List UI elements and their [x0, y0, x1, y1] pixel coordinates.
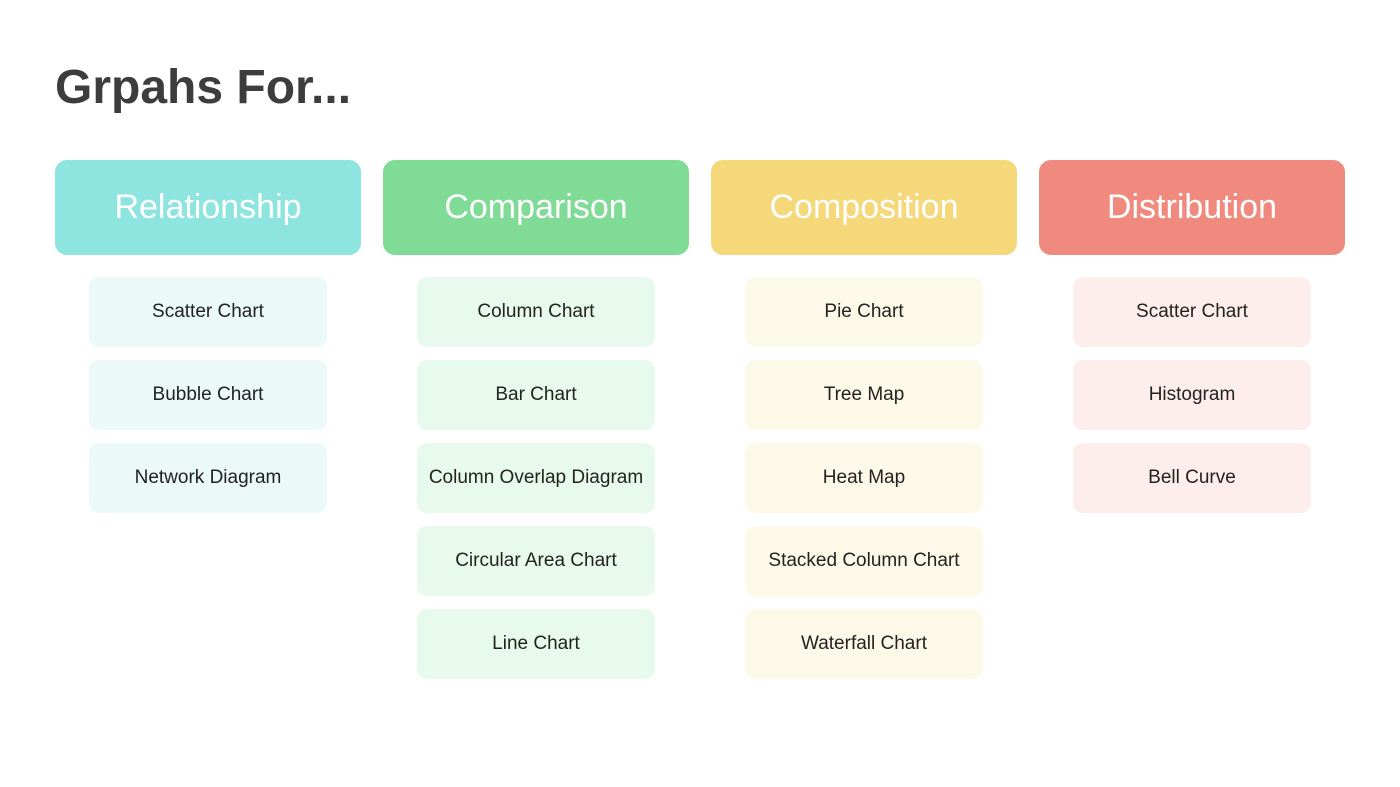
list-item: Column Chart — [417, 277, 656, 347]
list-item: Scatter Chart — [89, 277, 328, 347]
category-header-comparison: Comparison — [383, 160, 689, 255]
list-item: Scatter Chart — [1073, 277, 1312, 347]
list-item: Column Overlap Diagram — [417, 443, 656, 513]
category-header-composition: Composition — [711, 160, 1017, 255]
category-header-distribution: Distribution — [1039, 160, 1345, 255]
column-distribution: Distribution Scatter Chart Histogram Bel… — [1039, 160, 1345, 679]
items-list-relationship: Scatter Chart Bubble Chart Network Diagr… — [89, 277, 328, 513]
items-list-composition: Pie Chart Tree Map Heat Map Stacked Colu… — [745, 277, 984, 679]
list-item: Bell Curve — [1073, 443, 1312, 513]
list-item: Bubble Chart — [89, 360, 328, 430]
list-item: Pie Chart — [745, 277, 984, 347]
list-item: Stacked Column Chart — [745, 526, 984, 596]
list-item: Bar Chart — [417, 360, 656, 430]
page-title: Grpahs For... — [55, 60, 1345, 115]
list-item: Circular Area Chart — [417, 526, 656, 596]
list-item: Heat Map — [745, 443, 984, 513]
column-composition: Composition Pie Chart Tree Map Heat Map … — [711, 160, 1017, 679]
list-item: Network Diagram — [89, 443, 328, 513]
column-relationship: Relationship Scatter Chart Bubble Chart … — [55, 160, 361, 679]
column-comparison: Comparison Column Chart Bar Chart Column… — [383, 160, 689, 679]
categories-container: Relationship Scatter Chart Bubble Chart … — [55, 160, 1345, 679]
list-item: Histogram — [1073, 360, 1312, 430]
items-list-distribution: Scatter Chart Histogram Bell Curve — [1073, 277, 1312, 513]
category-header-relationship: Relationship — [55, 160, 361, 255]
items-list-comparison: Column Chart Bar Chart Column Overlap Di… — [417, 277, 656, 679]
list-item: Tree Map — [745, 360, 984, 430]
list-item: Waterfall Chart — [745, 609, 984, 679]
list-item: Line Chart — [417, 609, 656, 679]
